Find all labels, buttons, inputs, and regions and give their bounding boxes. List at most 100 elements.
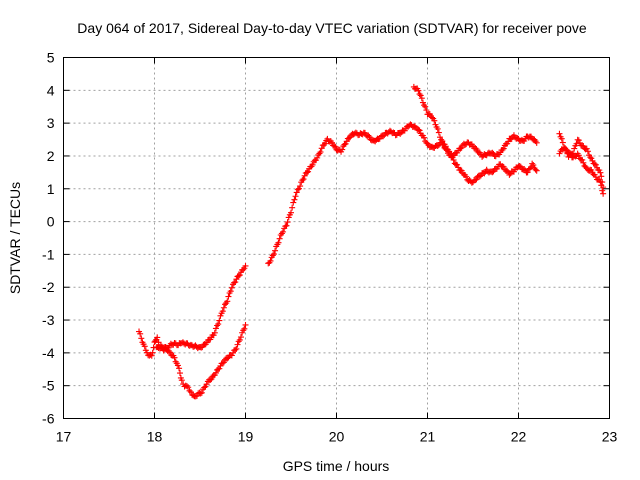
series-1 xyxy=(136,262,249,359)
series-2 xyxy=(153,321,249,400)
data-point xyxy=(505,138,512,145)
data-point xyxy=(212,369,219,376)
data-point xyxy=(293,189,300,196)
data-point xyxy=(203,381,210,388)
data-point xyxy=(587,154,594,161)
data-point xyxy=(137,330,144,337)
data-point xyxy=(294,186,301,193)
data-point xyxy=(556,130,563,137)
data-point xyxy=(365,132,372,139)
data-point xyxy=(272,247,279,254)
data-point xyxy=(530,162,537,169)
data-point xyxy=(320,141,327,148)
data-point xyxy=(198,389,205,396)
data-point xyxy=(489,149,496,156)
data-point xyxy=(283,222,290,229)
data-point xyxy=(317,149,324,156)
data-point xyxy=(472,177,479,184)
data-point xyxy=(598,182,605,189)
data-point xyxy=(516,162,523,169)
data-point xyxy=(599,187,606,194)
data-point xyxy=(415,87,422,94)
y-tick-label: -1 xyxy=(42,246,55,262)
data-point xyxy=(288,209,294,216)
data-point xyxy=(242,262,249,269)
y-tick-label: 3 xyxy=(47,115,55,131)
data-point xyxy=(233,345,240,352)
data-point xyxy=(458,144,465,151)
data-point xyxy=(185,384,192,391)
x-tick-label: 19 xyxy=(238,429,254,445)
data-point xyxy=(366,133,373,140)
x-tick-label: 20 xyxy=(329,429,345,445)
data-point xyxy=(443,147,450,154)
data-point xyxy=(500,145,507,152)
data-point xyxy=(563,146,570,153)
data-point xyxy=(476,173,483,180)
data-point xyxy=(309,161,316,168)
data-point xyxy=(231,279,238,286)
data-point xyxy=(442,146,449,153)
data-point xyxy=(165,347,172,354)
y-tick-label: 4 xyxy=(47,82,55,98)
data-points xyxy=(136,83,607,400)
series-6 xyxy=(556,145,607,197)
data-point xyxy=(275,239,282,246)
data-point xyxy=(138,335,145,342)
data-point xyxy=(224,298,231,305)
data-point xyxy=(236,272,243,279)
data-point xyxy=(439,138,446,145)
data-point xyxy=(556,150,563,157)
data-point xyxy=(236,336,243,343)
data-point xyxy=(234,341,241,348)
y-tick-label: 2 xyxy=(47,148,55,164)
data-point xyxy=(418,95,425,102)
data-point xyxy=(299,177,306,184)
series-3 xyxy=(265,121,540,267)
data-point xyxy=(472,145,479,152)
data-point xyxy=(583,145,590,152)
chart-title: Day 064 of 2017, Sidereal Day-to-day VTE… xyxy=(77,20,587,36)
data-point xyxy=(282,223,289,230)
data-point xyxy=(416,127,423,134)
data-point xyxy=(237,334,244,341)
data-point xyxy=(532,166,539,173)
data-point xyxy=(322,140,329,147)
data-point xyxy=(339,146,346,153)
x-tick-label: 18 xyxy=(147,429,163,445)
y-tick-label: -4 xyxy=(42,345,55,361)
data-point xyxy=(575,137,582,144)
data-point xyxy=(571,145,578,152)
data-point xyxy=(423,107,430,114)
data-point xyxy=(280,228,287,235)
data-point xyxy=(186,387,193,394)
data-point xyxy=(331,143,338,150)
series-4 xyxy=(410,83,540,160)
data-point xyxy=(318,145,325,152)
data-point xyxy=(267,257,274,264)
data-point xyxy=(152,337,159,344)
data-point xyxy=(499,163,506,170)
x-tick-label: 17 xyxy=(56,429,72,445)
data-point xyxy=(440,141,447,148)
data-point xyxy=(457,145,464,152)
data-point xyxy=(588,167,595,174)
y-tick-label: -6 xyxy=(42,411,55,427)
data-point xyxy=(500,163,507,170)
data-point xyxy=(229,349,236,356)
data-point xyxy=(284,219,291,226)
y-tick-label: -2 xyxy=(42,279,55,295)
data-point xyxy=(228,352,235,359)
data-point xyxy=(592,161,599,168)
data-point xyxy=(228,284,235,291)
data-point xyxy=(533,167,540,174)
data-point xyxy=(212,325,219,332)
data-point xyxy=(232,279,239,286)
data-point xyxy=(499,146,506,153)
data-point xyxy=(270,251,277,258)
data-point xyxy=(380,133,387,140)
data-point xyxy=(216,365,223,372)
data-point xyxy=(289,204,296,211)
data-point xyxy=(171,354,178,361)
